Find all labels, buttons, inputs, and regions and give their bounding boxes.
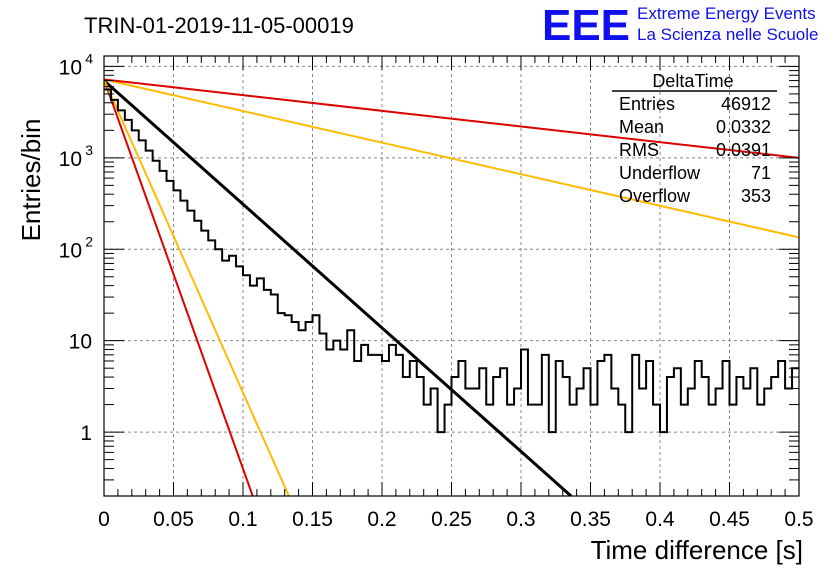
x-tick-label: 0 [98,508,110,531]
fit-line-0 [104,79,573,496]
stats-label-entries: Entries [619,94,675,114]
y-tick-label: 10 [59,148,82,171]
eee-logo: EEE Extreme Energy Events La Scienza nel… [542,1,818,50]
x-tick-label: 0.2 [367,508,396,531]
x-tick-label: 0.45 [709,508,750,531]
x-tick-label: 0.05 [153,508,194,531]
stats-label-rms: RMS [619,140,659,160]
stats-label-underflow: Underflow [619,163,701,183]
histogram-outline [104,88,799,434]
grid [104,56,799,496]
y-tick-label: 10 [59,56,82,79]
stats-title: DeltaTime [652,71,733,91]
fit-line-2 [104,79,290,496]
eee-logo-line2: La Scienza nelle Scuole [637,25,818,44]
stats-label-mean: Mean [619,117,664,137]
axis-ticks [103,56,800,497]
y-tick-label: 1 [80,422,92,445]
y-tick-label: 10 [69,331,92,354]
stats-value-entries: 46912 [721,94,771,114]
y-tick-label: 10 [59,239,82,262]
eee-logo-mark: EEE [542,1,630,50]
y-axis-title: Entries/bin [16,119,46,242]
y-tick-exponent: 2 [85,233,93,249]
fit-lines [104,78,799,496]
x-axis-title: Time difference [s] [591,535,803,565]
x-tick-label: 0.4 [645,508,675,531]
x-tick-label: 0.35 [570,508,611,531]
fit-line-3 [104,78,799,239]
stats-value-mean: 0.0332 [716,117,771,137]
stats-value-overflow: 353 [741,186,771,206]
y-tick-exponent: 3 [85,142,93,158]
histogram [104,88,799,434]
fit-line-4 [104,78,799,159]
y-tick-exponent: 4 [85,50,93,66]
stats-value-underflow: 71 [751,163,771,183]
stats-box: DeltaTime Entries 46912 Mean 0.0332 RMS … [612,71,777,206]
x-tick-label: 0.5 [784,508,813,531]
eee-logo-line1: Extreme Energy Events [637,4,816,23]
x-tick-label: 0.3 [506,508,535,531]
stats-value-rms: 0.0391 [716,140,771,160]
stats-label-overflow: Overflow [619,186,691,206]
tick-labels: 0 0.05 0.1 0.15 0.2 0.25 0.3 0.35 0.4 0.45 0.510 41… [59,50,814,531]
x-tick-label: 0.1 [228,508,257,531]
x-tick-label: 0.15 [292,508,333,531]
x-tick-label: 0.25 [431,508,472,531]
fit-line-1 [104,79,254,496]
chart-title: TRIN-01-2019-11-05-00019 [84,13,354,38]
